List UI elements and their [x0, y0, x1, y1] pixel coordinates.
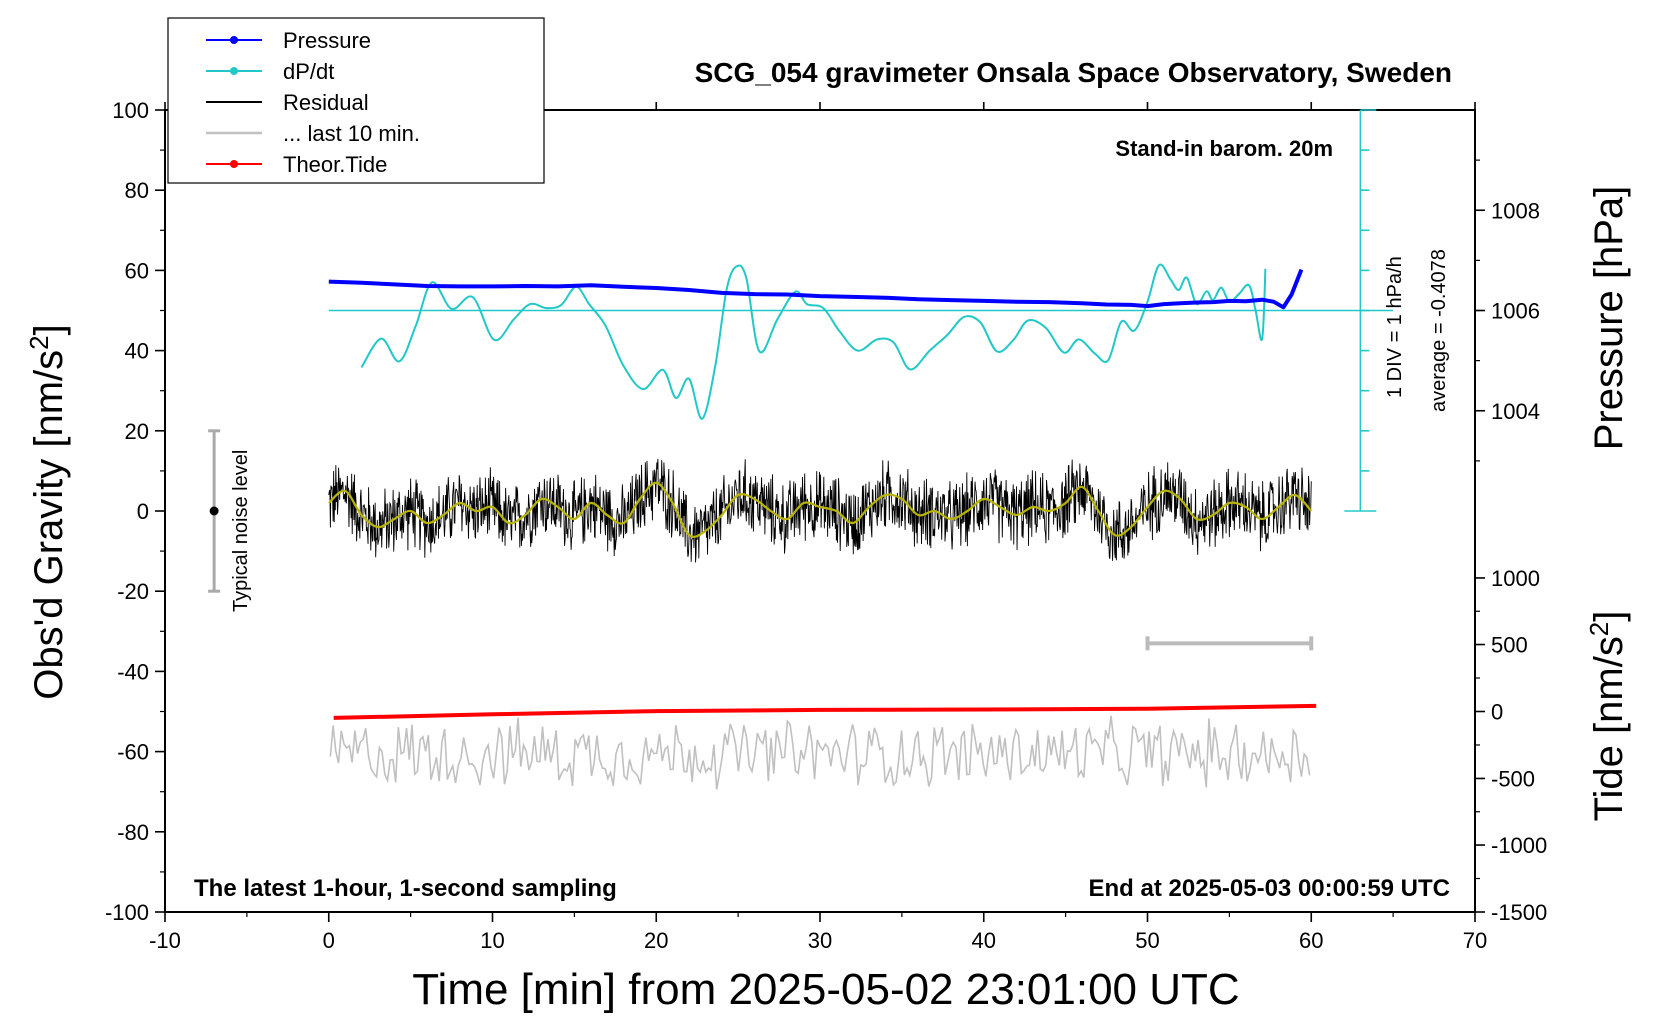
y-tick-label: -60	[117, 740, 149, 765]
chart-title: SCG_054 gravimeter Onsala Space Observat…	[695, 57, 1452, 88]
noise-level-bar	[208, 429, 221, 593]
y-axis-label-left: Obs'd Gravity [nm/s2]	[24, 324, 71, 700]
legend-label: Pressure	[283, 28, 371, 53]
y-tick-label: 80	[125, 178, 149, 203]
x-tick-label: 10	[480, 928, 504, 953]
residual-smooth-series	[328, 481, 1313, 538]
pressure-tick-label: 1008	[1491, 198, 1540, 223]
y-tick-label: 0	[137, 499, 149, 524]
dpdt-scale-bar	[1344, 109, 1377, 512]
x-tick-label: 60	[1299, 928, 1323, 953]
y-tick-label: 40	[125, 339, 149, 364]
average-annotation: average = -0.4078	[1428, 249, 1450, 412]
x-axis-label: Time [min] from 2025-05-02 23:01:00 UTC	[412, 965, 1239, 1014]
x-tick-label: 20	[644, 928, 668, 953]
pressure-tick-label: 1004	[1491, 399, 1540, 424]
tide-axis-ticks: 1000 500 0 -500 -1000 -1500	[1475, 566, 1547, 925]
legend: Pressure dP/dt Residual ... last 10 min. The…	[167, 17, 545, 184]
y-tick-label: -100	[105, 900, 149, 925]
x-tick-label: 0	[323, 928, 335, 953]
tide-line	[333, 703, 1317, 720]
last10-line	[329, 715, 1311, 790]
x-axis-ticks: -10 0 10 20 30 40 50 60 70	[149, 102, 1487, 953]
y-axis-label-tide: Tide [nm/s2]	[1584, 611, 1631, 822]
y-tick-label: 20	[125, 419, 149, 444]
tide-tick-label: -1500	[1491, 900, 1547, 925]
theor-tide-series	[333, 703, 1317, 720]
legend-label: Theor.Tide	[283, 152, 387, 177]
tide-tick-label: -500	[1491, 766, 1535, 791]
y-axis-ticks: 100 80 60 40 20 0 -20 -40 -60 -80 -100	[105, 98, 165, 925]
tide-tick-label: 500	[1491, 633, 1528, 658]
dpdt-line	[360, 263, 1267, 420]
legend-marker	[230, 67, 238, 75]
end-annotation: End at 2025-05-03 00:00:59 UTC	[1089, 875, 1451, 902]
legend-marker	[230, 160, 238, 168]
y-tick-label: -40	[117, 659, 149, 684]
x-tick-label: 30	[808, 928, 832, 953]
latest-annotation: The latest 1-hour, 1-second sampling	[194, 875, 617, 902]
y-tick-label: -80	[117, 820, 149, 845]
tide-tick-label: 1000	[1491, 566, 1540, 591]
legend-label: ... last 10 min.	[283, 121, 420, 146]
legend-label: dP/dt	[283, 59, 334, 84]
barom-annotation: Stand-in barom. 20m	[1115, 136, 1333, 161]
div-annotation: 1 DIV = 1 hPa/h	[1384, 256, 1406, 398]
y-tick-label: 60	[125, 258, 149, 283]
legend-marker	[230, 36, 238, 44]
y-tick-label: -20	[117, 579, 149, 604]
pressure-series	[328, 268, 1304, 310]
residual-smooth-line	[328, 481, 1313, 538]
last10-range-bar	[1145, 636, 1314, 651]
x-tick-label: 70	[1463, 928, 1487, 953]
y-tick-label: 100	[112, 98, 149, 123]
dpdt-series	[360, 263, 1267, 420]
legend-label: Residual	[283, 90, 369, 115]
pressure-tick-label: 1006	[1491, 299, 1540, 324]
x-tick-label: 50	[1135, 928, 1159, 953]
tide-tick-label: 0	[1491, 700, 1503, 725]
y-axis-label-pressure: Pressure [hPa]	[1587, 186, 1631, 451]
last10-series	[329, 715, 1311, 790]
x-tick-label: -10	[149, 928, 181, 953]
pressure-axis-ticks: 1008 1006 1004	[1475, 159, 1540, 462]
x-tick-label: 40	[972, 928, 996, 953]
tide-tick-label: -1000	[1491, 833, 1547, 858]
legend-box	[167, 17, 545, 184]
noise-annotation: Typical noise level	[230, 450, 252, 612]
pressure-line	[328, 268, 1304, 310]
noise-bar-dot	[209, 506, 219, 516]
